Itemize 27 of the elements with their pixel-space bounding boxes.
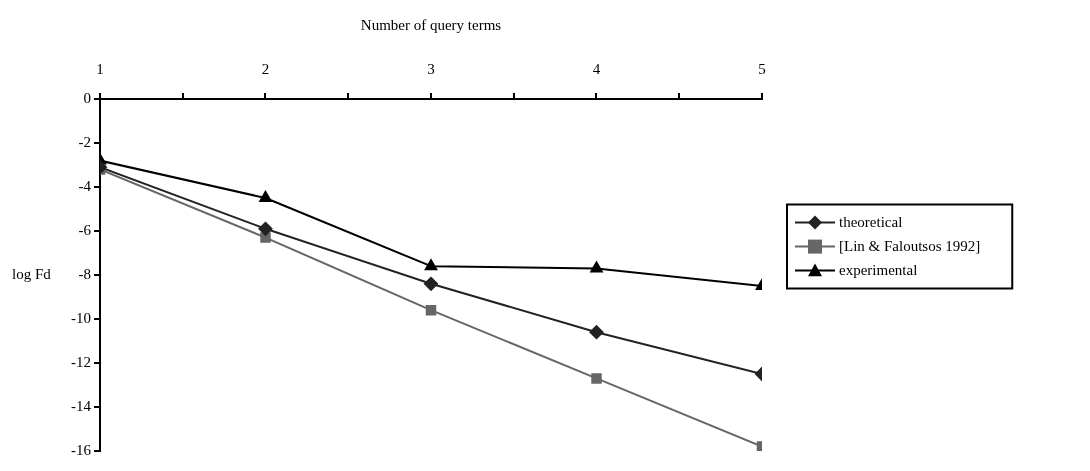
- x-tick-label: 4: [592, 60, 601, 77]
- y-tick-label: -6: [78, 221, 92, 238]
- legend-label: experimental: [839, 261, 918, 278]
- point: [424, 259, 438, 271]
- y-tick-label: -16: [71, 441, 92, 458]
- y-tick-label: -10: [71, 309, 91, 326]
- point: [424, 276, 438, 291]
- point: [591, 373, 602, 384]
- legend-label: [Lin & Faloutsos 1992]: [839, 237, 981, 254]
- point: [589, 325, 604, 340]
- y-tick-label: 0: [83, 89, 91, 106]
- x-tick-label: 1: [96, 60, 104, 77]
- y-tick-label: -2: [78, 133, 91, 150]
- point: [425, 304, 437, 316]
- y-tick-label: -4: [78, 177, 92, 194]
- legend-label: theoretical: [839, 213, 903, 230]
- y-tick-label: -12: [71, 353, 91, 370]
- y-axis-title: log Fd: [12, 265, 52, 282]
- point: [259, 191, 272, 202]
- y-tick-label: -14: [71, 397, 92, 414]
- x-tick-label: 2: [261, 60, 270, 77]
- x-tick-label: 3: [427, 60, 435, 77]
- x-tick-label: 5: [758, 60, 766, 77]
- y-tick-label: -8: [78, 265, 91, 282]
- x-axis-title: Number of query terms: [360, 16, 502, 33]
- point: [590, 261, 603, 273]
- point: [258, 221, 273, 236]
